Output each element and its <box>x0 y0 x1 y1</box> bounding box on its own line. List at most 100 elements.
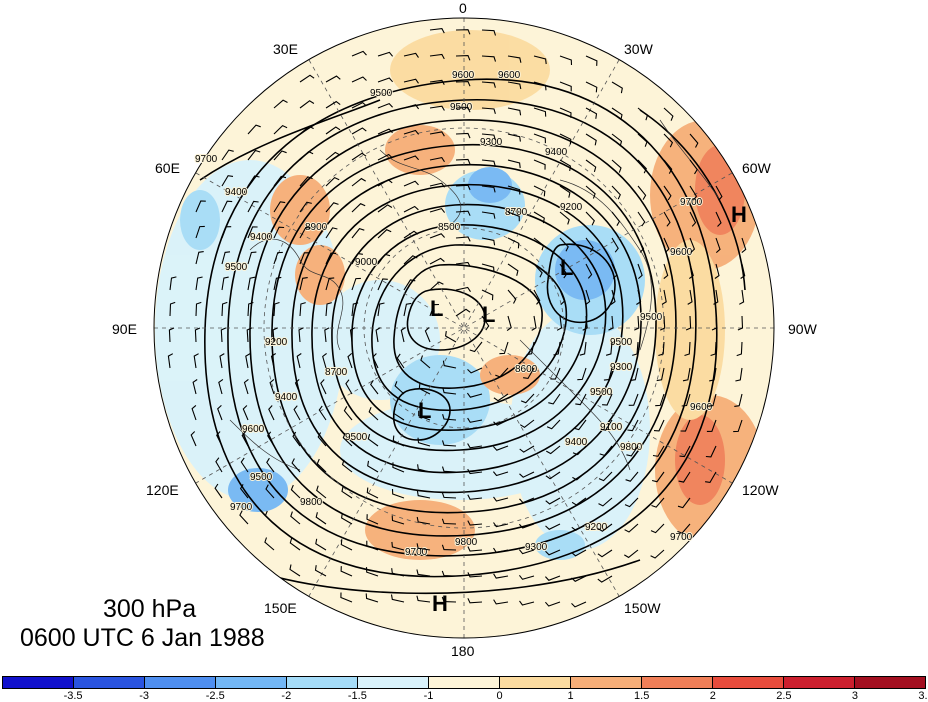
contour-label: 9100 <box>600 422 623 433</box>
wind-barb <box>663 107 674 121</box>
wind-barb <box>467 468 483 475</box>
wind-barb <box>605 341 613 356</box>
wind-barb <box>575 393 587 406</box>
wind-barb <box>585 107 598 119</box>
wind-barb <box>507 81 522 90</box>
wind-barb <box>455 184 471 191</box>
contour-label: 9600 <box>452 70 475 81</box>
wind-barb <box>507 289 517 304</box>
wind-barb <box>737 315 744 331</box>
wind-barb <box>367 433 379 447</box>
wind-barb <box>582 315 588 331</box>
wind-barb <box>392 435 405 447</box>
wind-barb <box>637 211 646 227</box>
wind-barb <box>637 185 647 200</box>
wind-barb <box>518 549 535 555</box>
wind-barb <box>299 125 314 135</box>
wind-barb <box>533 263 543 278</box>
contour-label: 8700 <box>505 207 528 218</box>
wind-barb <box>610 289 616 305</box>
wind-barb <box>345 379 353 395</box>
wind-barb <box>247 175 260 187</box>
wind-barb <box>368 406 379 421</box>
wind-barb <box>611 263 618 279</box>
wind-barb <box>507 107 522 116</box>
wind-barb <box>455 286 471 293</box>
wind-barb <box>269 378 275 395</box>
wind-barb <box>545 549 561 556</box>
wind-barb <box>299 252 310 265</box>
colorbar-swatch <box>287 677 358 688</box>
wind-barb <box>493 419 509 426</box>
wind-barb <box>365 567 379 577</box>
contour-label: 9400 <box>275 392 298 403</box>
wind-barb <box>221 226 232 239</box>
wind-barb <box>533 81 547 91</box>
wind-barb <box>533 55 547 65</box>
wind-barb <box>624 549 639 559</box>
wind-barb <box>603 367 613 381</box>
colorbar-tick-label: -3 <box>139 690 150 702</box>
colorbar-swatch <box>713 677 784 688</box>
contour-label: 9700 <box>230 502 253 513</box>
wind-barb <box>678 471 691 483</box>
contour-label: 9300 <box>480 137 503 148</box>
wind-barb <box>442 360 457 369</box>
high-pressure-marker: H <box>731 202 747 227</box>
wind-barb <box>710 341 717 357</box>
wind-barb <box>366 540 379 551</box>
wind-barb <box>627 419 639 432</box>
wind-barb <box>637 237 645 253</box>
wind-barb <box>467 598 483 604</box>
contour-label: 9400 <box>225 187 248 198</box>
wind-barb <box>455 210 471 216</box>
wind-barb <box>403 230 419 239</box>
wind-barb <box>215 457 223 473</box>
wind-barb <box>714 263 720 279</box>
wind-barb <box>600 419 613 431</box>
wind-barb <box>217 404 223 421</box>
colorbar-tick-label: 2.5 <box>776 690 792 702</box>
wind-barb <box>351 152 367 161</box>
wind-barb <box>681 393 691 407</box>
wind-barb <box>324 327 330 343</box>
high-pressure-marker: H <box>432 591 448 616</box>
colorbar-swatch <box>3 677 74 688</box>
wind-barb <box>273 301 280 317</box>
wind-barb <box>507 263 519 276</box>
wind-barb <box>416 595 431 603</box>
wind-barb <box>273 251 283 265</box>
wind-barb <box>340 592 353 603</box>
contour-label: 9200 <box>560 202 583 213</box>
wind-barb <box>559 81 572 92</box>
wind-barb <box>519 445 535 453</box>
wind-barb <box>519 471 535 478</box>
wind-barb <box>391 515 405 525</box>
wind-barb <box>507 159 521 169</box>
wind-barb <box>367 460 379 473</box>
wind-barb <box>289 564 301 577</box>
wind-barb <box>325 227 338 239</box>
wind-barb <box>429 233 446 239</box>
colorbar-tick-label: 0 <box>496 690 503 702</box>
wind-barb <box>193 353 199 369</box>
wind-barb <box>492 471 509 477</box>
wind-barb <box>481 211 496 219</box>
wind-barb <box>663 133 674 148</box>
wind-barb <box>273 99 288 109</box>
contour-label: 9600 <box>242 424 265 435</box>
wind-barb <box>267 431 275 447</box>
colorbar-tick-label: 3.5 <box>918 690 928 702</box>
wind-barb <box>429 28 445 34</box>
wind-barb <box>264 510 275 525</box>
wind-barb <box>739 289 745 305</box>
wind-barb <box>191 404 197 421</box>
wind-barb <box>573 419 587 431</box>
wind-barb <box>291 458 301 473</box>
wind-barb <box>442 414 457 421</box>
wind-barb <box>493 496 509 502</box>
contour-label: 9600 <box>690 402 713 413</box>
wind-barb <box>715 185 723 201</box>
colorbar-swatch <box>784 677 855 688</box>
wind-barb <box>466 392 483 398</box>
